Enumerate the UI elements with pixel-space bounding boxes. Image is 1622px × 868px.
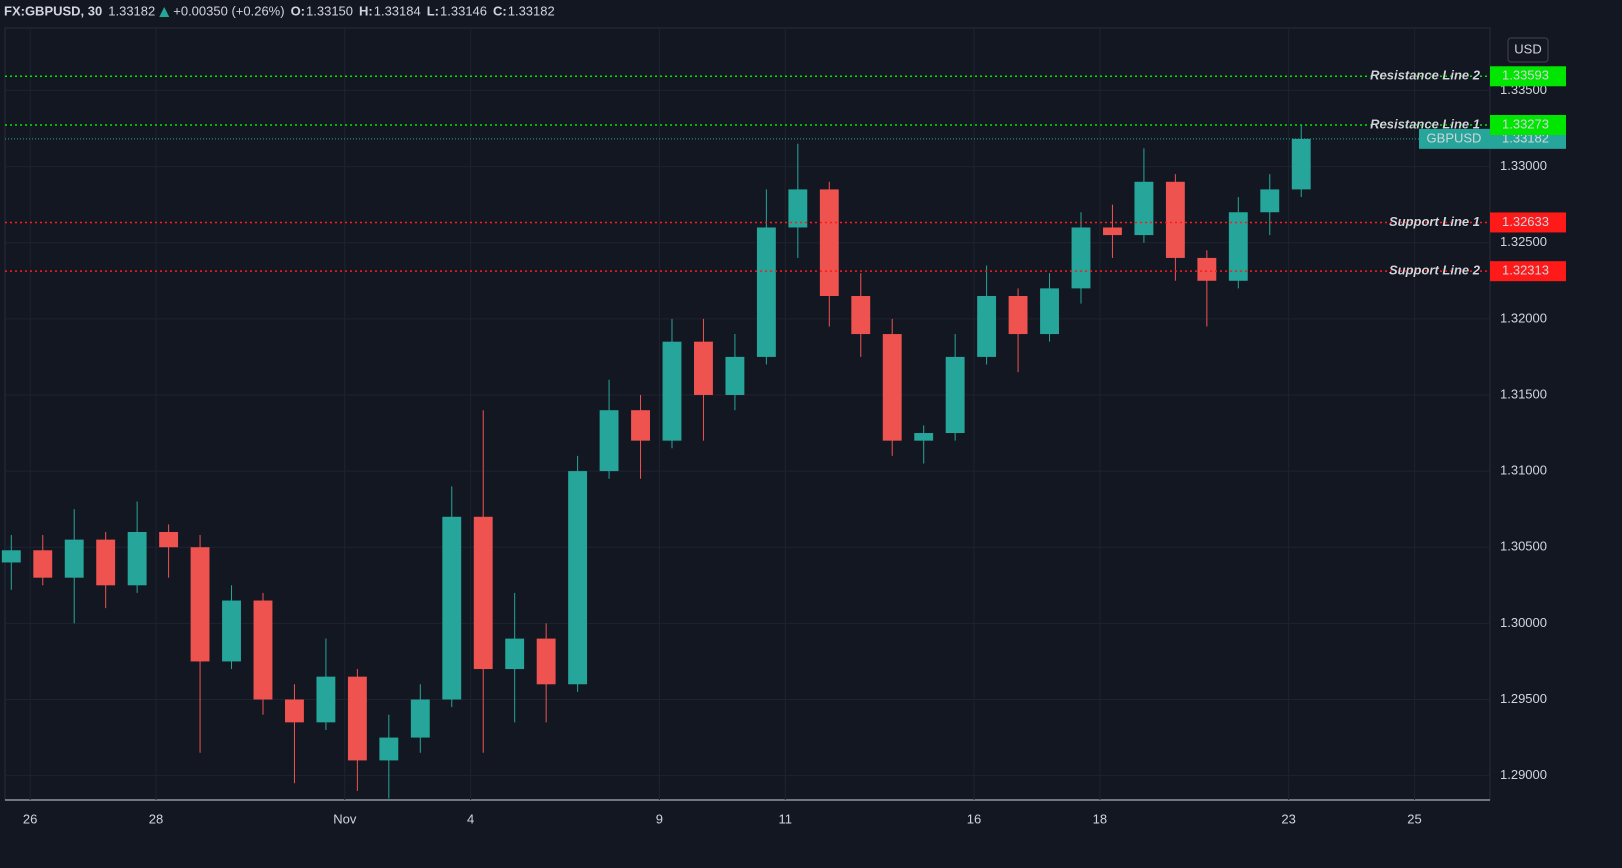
candle-body [536, 638, 556, 685]
candle-body [379, 737, 399, 761]
candle-body [568, 471, 588, 685]
candle-body [505, 638, 525, 670]
y-tick-label: 1.32500 [1500, 234, 1547, 249]
y-tick-label: 1.33000 [1500, 158, 1547, 173]
candle-body [819, 189, 839, 296]
candle-body [1008, 295, 1028, 335]
level-price: 1.33593 [1502, 68, 1549, 83]
level-name: Resistance Line 2 [1370, 68, 1481, 83]
candle-body [1291, 138, 1311, 190]
level-price: 1.32633 [1502, 214, 1549, 229]
candle-body [788, 189, 808, 228]
x-tick-label: Nov [333, 811, 357, 826]
ohlc-label: H: [359, 3, 373, 18]
candle-body [1197, 257, 1217, 281]
y-tick-label: 1.30500 [1500, 539, 1547, 554]
x-tick-label: 25 [1407, 811, 1421, 826]
level-price-box [1490, 261, 1566, 282]
x-tick-label: 18 [1093, 811, 1107, 826]
y-tick-label: 1.29000 [1500, 767, 1547, 782]
x-tick-label: 26 [23, 811, 37, 826]
candle-body [725, 356, 745, 395]
candle-body [410, 699, 430, 738]
ohlc-value: 1.33150 [306, 3, 353, 18]
candle-body [694, 341, 713, 395]
candle-body [1071, 227, 1091, 289]
plot-area [4, 27, 1491, 801]
ohlc-value: 1.33182 [508, 3, 555, 18]
candle-body [945, 356, 965, 434]
candle-body [96, 539, 116, 586]
level-name: Support Line 2 [1389, 263, 1481, 278]
candle-body [442, 516, 462, 700]
candle-body [316, 676, 336, 723]
level-name: Support Line 1 [1389, 214, 1480, 229]
candle-body [1134, 181, 1154, 236]
header: FX:GBPUSD, 30 1.33182 +0.00350 (+0.26%) O: 1… [4, 3, 555, 18]
level-price-box [1490, 212, 1566, 233]
up-arrow-icon [159, 7, 170, 17]
candle-body [159, 532, 179, 548]
ohlc-label: L: [427, 3, 439, 18]
y-tick-label: 1.31000 [1500, 463, 1547, 478]
change: +0.00350 (+0.26%) [173, 3, 284, 18]
candle-body [64, 539, 84, 578]
candle-body [190, 547, 210, 662]
candle-body [253, 600, 273, 700]
level-price-box [1490, 66, 1566, 87]
currency-button[interactable] [1507, 37, 1549, 63]
candle-body [851, 295, 871, 335]
level-name: Resistance Line 1 [1370, 116, 1480, 131]
symbol: FX:GBPUSD, 30 [4, 3, 102, 18]
ohlc-value: 1.33184 [374, 3, 421, 18]
level-price-box [1490, 114, 1566, 135]
candle-body [33, 550, 53, 578]
ohlc-label: O: [291, 3, 305, 18]
candle-body [1040, 288, 1059, 335]
candle-body [285, 699, 304, 723]
candle-body [1, 550, 21, 563]
last-price: 1.33182 [108, 3, 155, 18]
x-tick-label: 16 [967, 811, 981, 826]
candle-body [1228, 212, 1248, 281]
candle-body [127, 532, 147, 586]
candle-body [914, 433, 934, 441]
candle-body [347, 676, 367, 761]
currency-label: USD [1514, 41, 1541, 56]
candle-body [882, 334, 902, 441]
candle-body [977, 295, 997, 357]
last-price-name-box [1419, 128, 1490, 149]
level-price: 1.32313 [1502, 263, 1549, 278]
x-tick-label: 9 [656, 811, 663, 826]
y-tick-label: 1.29500 [1500, 691, 1547, 706]
candle-body [756, 227, 776, 357]
candle-body [662, 341, 682, 441]
x-tick-label: 4 [467, 811, 474, 826]
x-tick-label: 11 [779, 811, 793, 826]
candle-body [1103, 227, 1122, 236]
candle-body [1165, 181, 1185, 258]
candle-body [222, 600, 241, 662]
candle-body [631, 410, 650, 441]
ohlc-label: C: [493, 3, 507, 18]
x-tick-label: 23 [1281, 811, 1295, 826]
last-price-name: GBPUSD [1427, 130, 1482, 145]
y-tick-label: 1.31500 [1500, 386, 1547, 401]
candle-body [473, 516, 493, 670]
level-price: 1.33273 [1502, 116, 1549, 131]
candle-body [599, 410, 619, 472]
x-tick-label: 28 [149, 811, 163, 826]
y-tick-label: 1.30000 [1500, 615, 1547, 630]
candle-body [1260, 189, 1280, 213]
ohlc-value: 1.33146 [440, 3, 487, 18]
y-tick-label: 1.32000 [1500, 310, 1547, 325]
